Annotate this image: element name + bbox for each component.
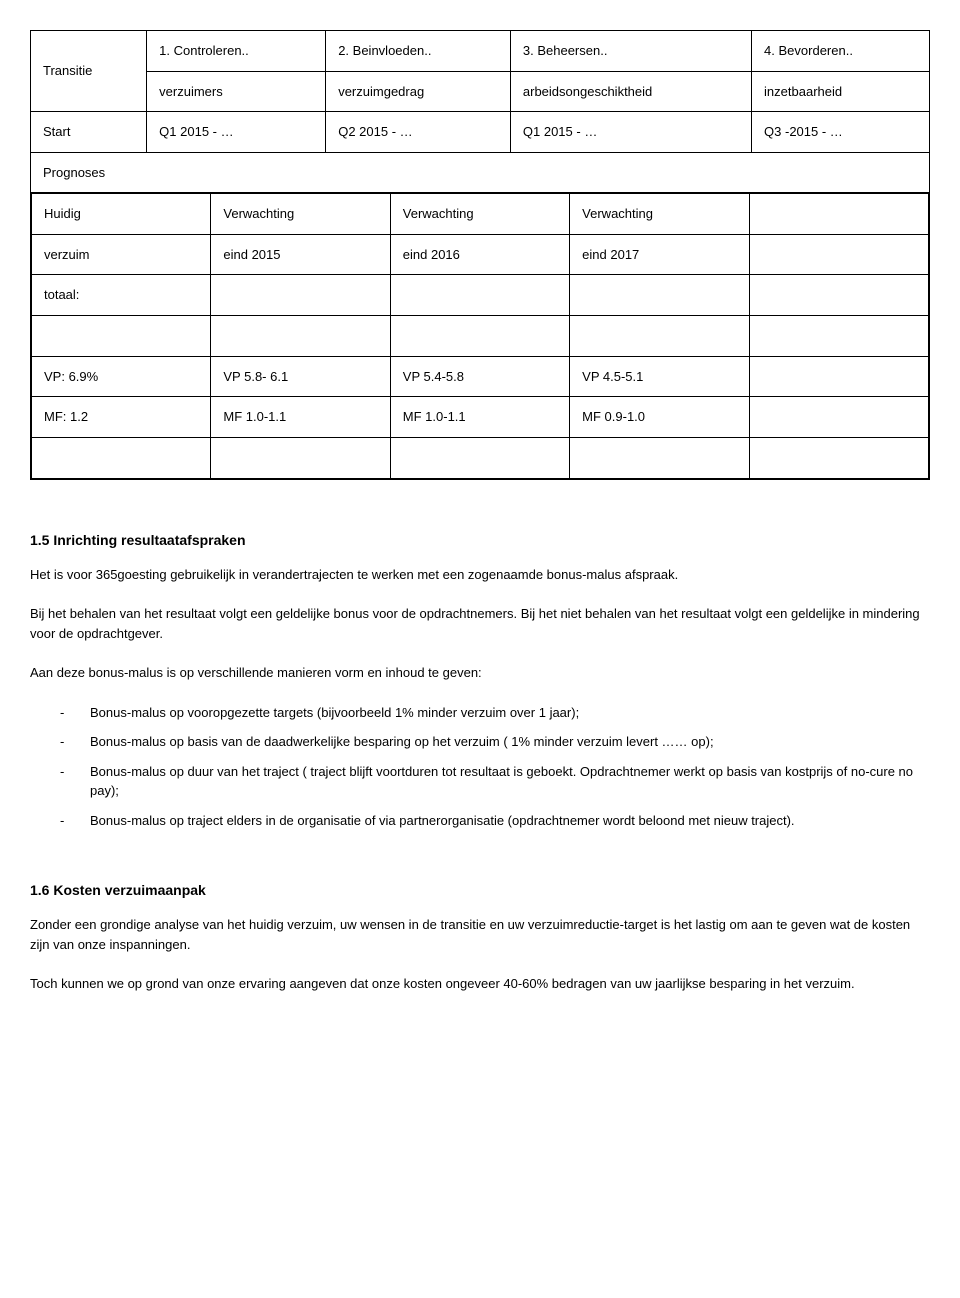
list-item: Bonus-malus op traject elders in de orga… — [60, 811, 930, 831]
col-header-3: 3. Beheersen.. — [510, 31, 751, 72]
col-header-4: 4. Bevorderen.. — [752, 31, 930, 72]
metric-r1c3: MF 0.9-1.0 — [570, 397, 749, 438]
start-label: Start — [31, 112, 147, 153]
prog-r2c0: totaal: — [32, 275, 211, 316]
prog-r2c3 — [570, 275, 749, 316]
prog-r1c2: eind 2016 — [390, 234, 569, 275]
prog-r2c2 — [390, 275, 569, 316]
metric-r1c1: MF 1.0-1.1 — [211, 397, 390, 438]
subheader-3: arbeidsongeschiktheid — [510, 71, 751, 112]
col-header-1: 1. Controleren.. — [147, 31, 326, 72]
transitie-table: Transitie 1. Controleren.. 2. Beinvloede… — [30, 30, 930, 480]
section-1-5-heading: 1.5 Inrichting resultaatafspraken — [30, 530, 930, 551]
start-val-3: Q1 2015 - … — [510, 112, 751, 153]
metric-r0c0: VP: 6.9% — [32, 356, 211, 397]
start-val-1: Q1 2015 - … — [147, 112, 326, 153]
prog-r0c0: Huidig — [32, 194, 211, 235]
list-item: Bonus-malus op duur van het traject ( tr… — [60, 762, 930, 801]
bonus-malus-list: Bonus-malus op vooropgezette targets (bi… — [30, 703, 930, 831]
subheader-1: verzuimers — [147, 71, 326, 112]
rowhead-transitie: Transitie — [31, 31, 147, 112]
prognoses-title: Prognoses — [31, 152, 930, 193]
start-val-2: Q2 2015 - … — [326, 112, 511, 153]
subheader-4: inzetbaarheid — [752, 71, 930, 112]
section-1-6-heading: 1.6 Kosten verzuimaanpak — [30, 880, 930, 901]
section-1-6-p2: Toch kunnen we op grond van onze ervarin… — [30, 974, 930, 994]
prog-r1c0: verzuim — [32, 234, 211, 275]
col-header-2: 2. Beinvloeden.. — [326, 31, 511, 72]
metric-r0c3: VP 4.5-5.1 — [570, 356, 749, 397]
subheader-2: verzuimgedrag — [326, 71, 511, 112]
prognoses-inner-table: Huidig Verwachting Verwachting Verwachti… — [31, 193, 929, 479]
metric-r0c1: VP 5.8- 6.1 — [211, 356, 390, 397]
prog-r0c1: Verwachting — [211, 194, 390, 235]
list-item: Bonus-malus op vooropgezette targets (bi… — [60, 703, 930, 723]
list-item: Bonus-malus op basis van de daadwerkelij… — [60, 732, 930, 752]
prog-r1c1: eind 2015 — [211, 234, 390, 275]
start-val-4: Q3 -2015 - … — [752, 112, 930, 153]
section-1-5-p2: Bij het behalen van het resultaat volgt … — [30, 604, 930, 643]
section-1-5-p1: Het is voor 365goesting gebruikelijk in … — [30, 565, 930, 585]
metric-r0c2: VP 5.4-5.8 — [390, 356, 569, 397]
metric-r1c2: MF 1.0-1.1 — [390, 397, 569, 438]
section-1-6-p1: Zonder een grondige analyse van het huid… — [30, 915, 930, 954]
prog-r0c3: Verwachting — [570, 194, 749, 235]
metric-r1c0: MF: 1.2 — [32, 397, 211, 438]
section-1-5-p3: Aan deze bonus-malus is op verschillende… — [30, 663, 930, 683]
prog-r0c2: Verwachting — [390, 194, 569, 235]
prog-r1c3: eind 2017 — [570, 234, 749, 275]
prognoses-body-cell: Huidig Verwachting Verwachting Verwachti… — [31, 193, 930, 480]
prog-r2c1 — [211, 275, 390, 316]
